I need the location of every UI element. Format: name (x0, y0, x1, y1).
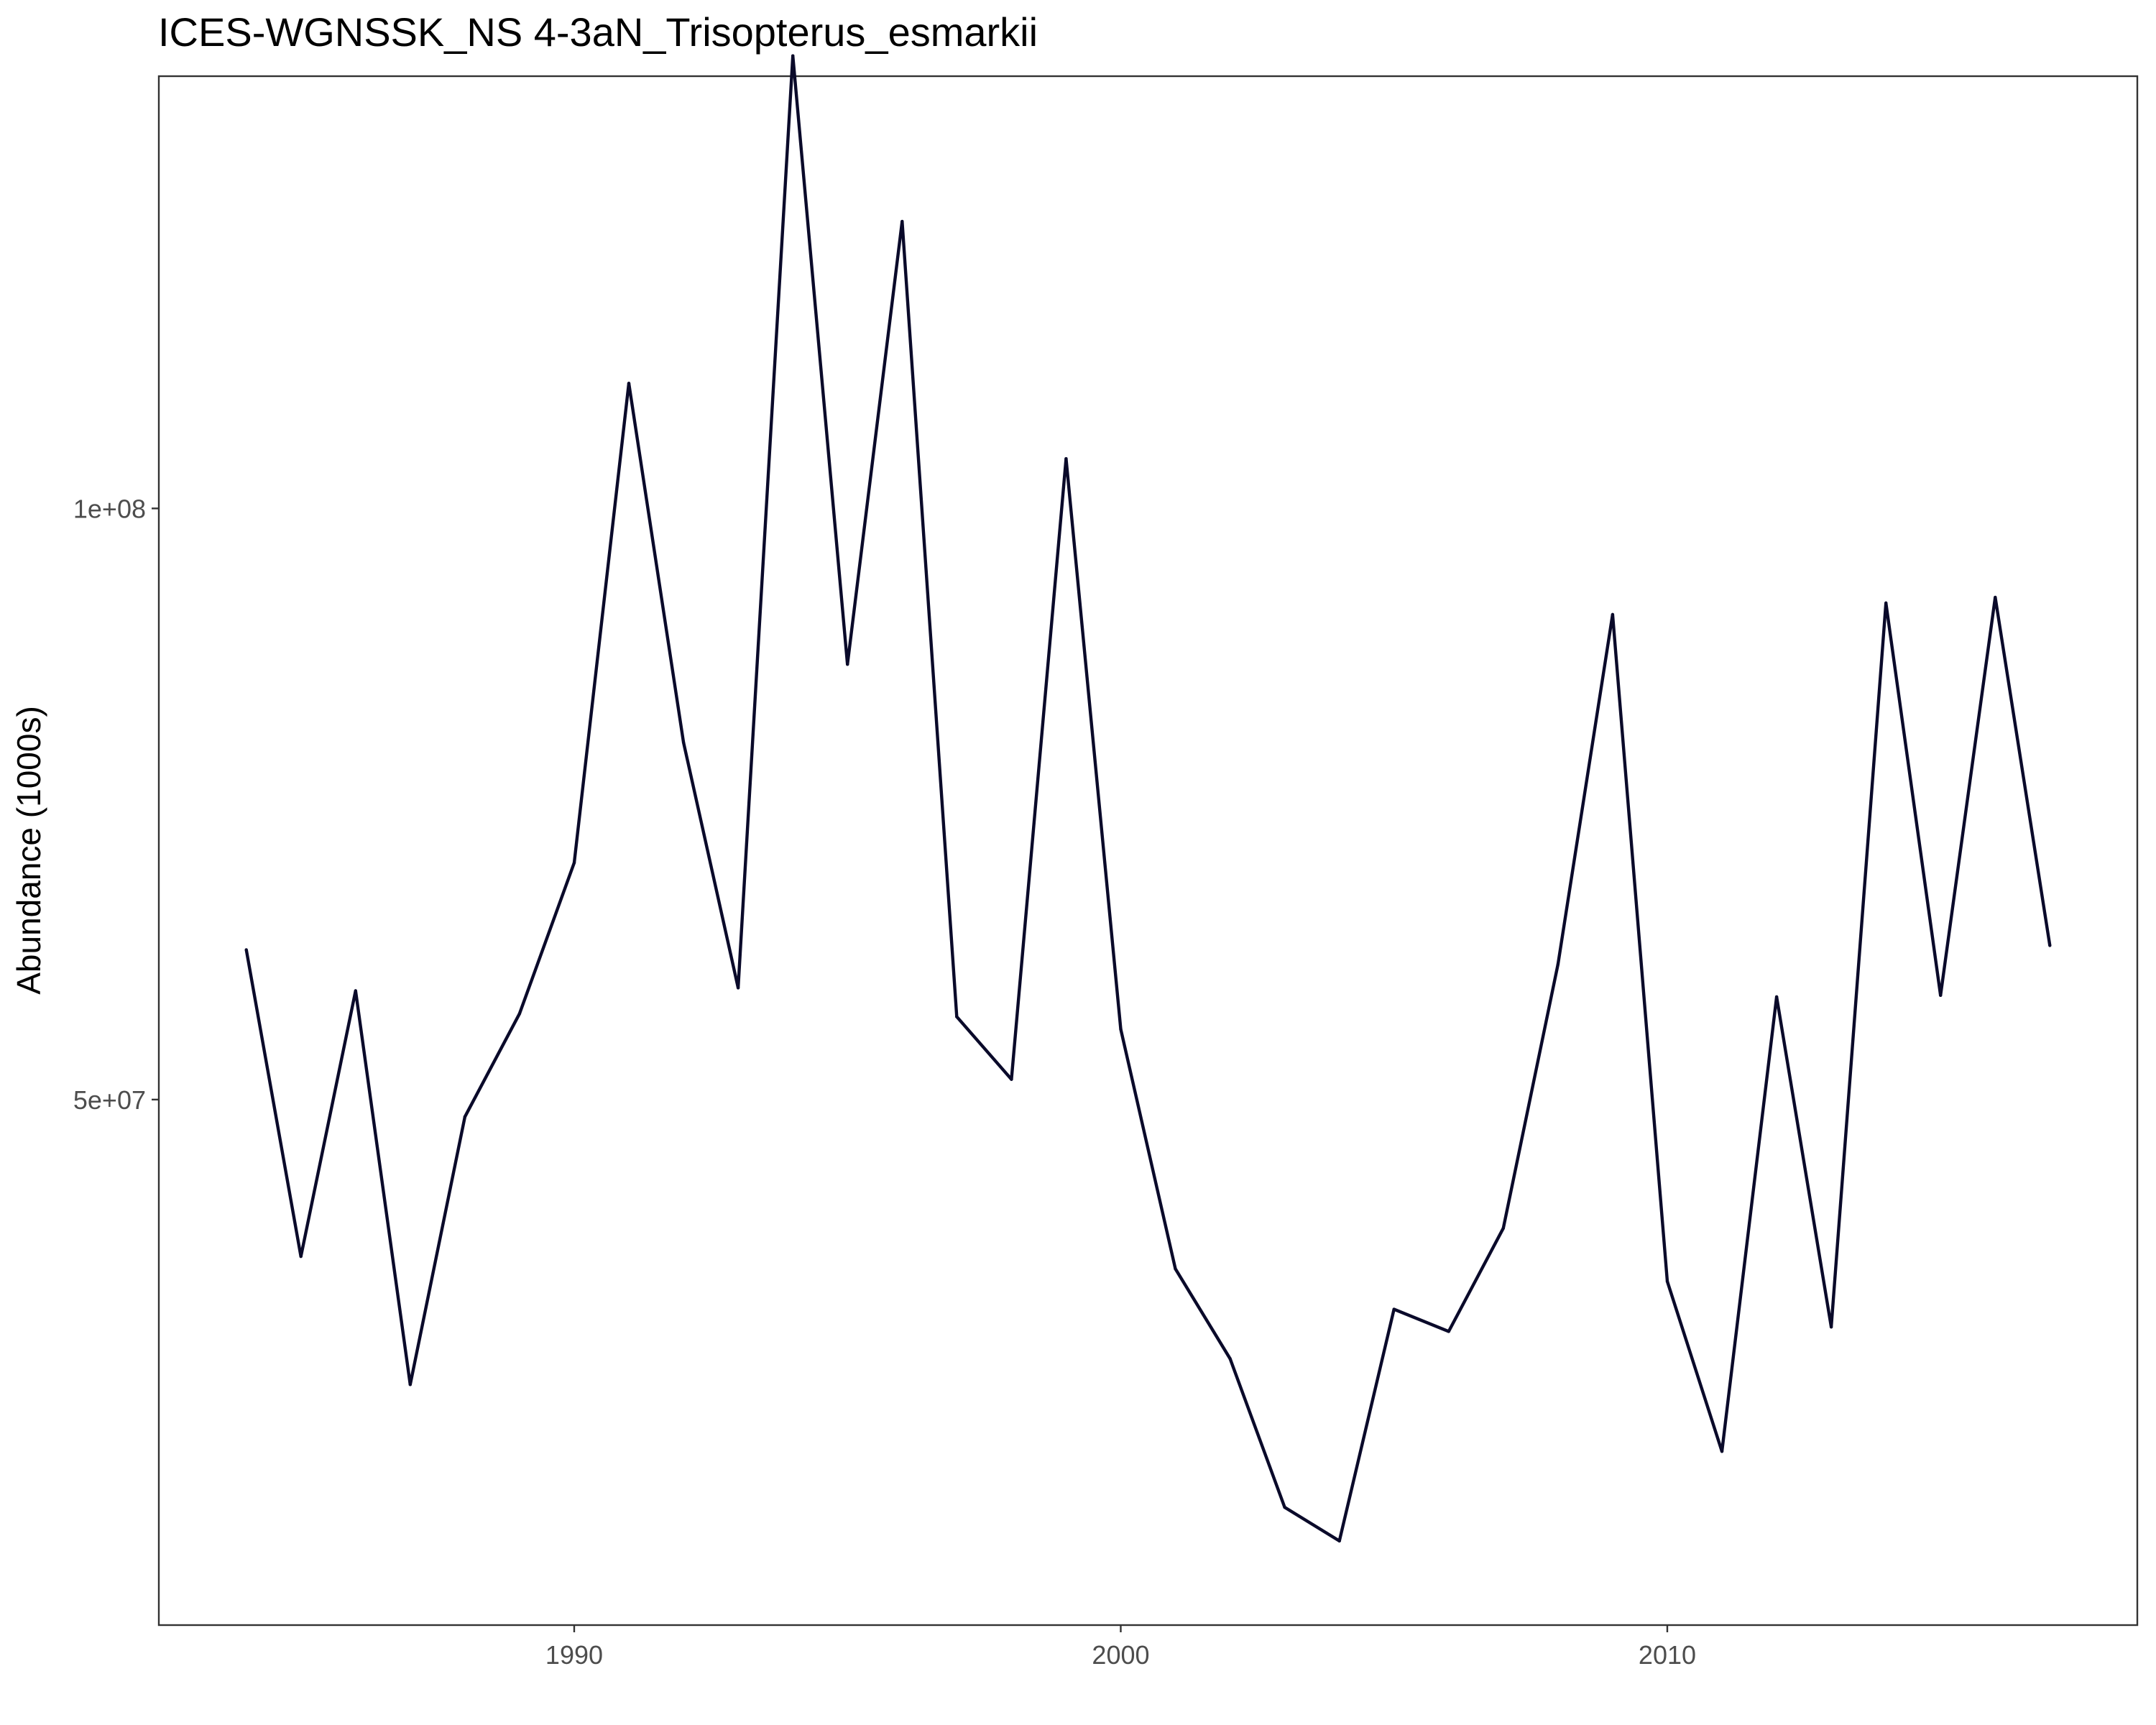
data-point (1774, 995, 1779, 999)
x-tick-label: 2010 (1639, 1640, 1696, 1670)
data-point (1010, 1077, 1013, 1081)
data-point (1119, 1027, 1123, 1031)
series-layer (244, 54, 2052, 1543)
data-point (1884, 601, 1888, 605)
x-axis: 1990 2000 2010 (545, 1625, 1696, 1670)
series-line (244, 54, 2052, 1543)
data-point (244, 948, 248, 952)
data-point (463, 1115, 467, 1119)
y-axis-title: Abundance (1000s) (10, 706, 47, 995)
data-point (1720, 1450, 1724, 1453)
data-point (572, 861, 576, 865)
data-point (900, 219, 904, 224)
data-point (1829, 1325, 1833, 1329)
data-point (1447, 1330, 1451, 1333)
data-point (1611, 612, 1615, 617)
data-point (627, 382, 631, 385)
data-point (408, 1383, 412, 1386)
data-point (1994, 595, 1997, 599)
data-point (681, 740, 686, 745)
y-axis: 5e+07 1e+08 (73, 494, 159, 1115)
chart-title: ICES-WGNSSK_NS 4-3aN_Trisopterus_esmarki… (158, 9, 1038, 55)
data-point (1064, 457, 1068, 461)
y-tick-label: 1e+08 (73, 494, 146, 523)
data-point (354, 989, 357, 993)
data-point (736, 986, 740, 990)
data-point (1556, 962, 1560, 966)
data-point (846, 663, 849, 666)
data-point (1174, 1267, 1177, 1271)
data-point (955, 1015, 959, 1018)
x-tick-label: 1990 (545, 1640, 603, 1670)
x-tick-label: 2000 (1092, 1640, 1149, 1670)
data-point (1337, 1539, 1341, 1543)
data-point (1392, 1307, 1396, 1311)
data-point (791, 54, 795, 58)
data-point (2048, 944, 2052, 947)
plot-panel (157, 75, 2139, 1627)
data-point (1939, 993, 1943, 998)
data-point (1283, 1505, 1286, 1509)
data-point (517, 1012, 522, 1016)
data-point (1228, 1357, 1232, 1361)
y-tick-label: 5e+07 (73, 1085, 146, 1115)
data-point (1501, 1226, 1505, 1230)
data-point (299, 1254, 303, 1259)
data-point (1665, 1279, 1669, 1284)
